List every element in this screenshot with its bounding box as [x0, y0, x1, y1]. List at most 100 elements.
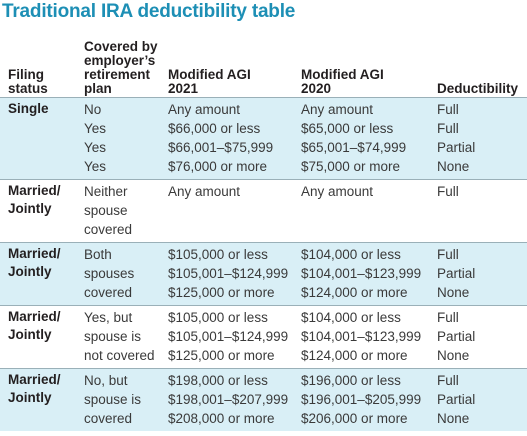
header-row: Filing status Covered by employer’s reti… — [0, 33, 527, 97]
cell-line: Married/ — [8, 245, 61, 261]
cell-line: None — [437, 410, 470, 426]
cell-line: $198,000 or less — [168, 372, 268, 388]
table-title: Traditional IRA deductibility table — [2, 1, 296, 22]
cell-line: $105,001–$124,999 — [168, 328, 289, 344]
cell-line: $105,001–$124,999 — [168, 265, 289, 281]
header-covered-by-plan: Covered by employer’s retirement plan — [80, 33, 166, 97]
covered-cell: No Yes Yes Yes — [80, 97, 166, 179]
header-filing-status: Filing status — [0, 33, 80, 97]
cell-line: not covered — [84, 347, 155, 363]
table-header: Filing status Covered by employer’s reti… — [0, 33, 527, 97]
header-line: Modified AGI — [301, 66, 384, 82]
cell-line: Jointly — [8, 389, 52, 405]
header-line: Deductibility — [437, 80, 519, 96]
header-line: employer’s — [84, 52, 156, 68]
cell-line: $124,000 or more — [301, 284, 408, 300]
header-line: plan — [84, 80, 112, 96]
cell-line: Full — [437, 372, 459, 388]
header-line: status — [8, 80, 48, 96]
header-deductibility: Deductibility — [434, 33, 527, 97]
cell-line: $104,001–$123,999 — [301, 265, 422, 281]
cell-line: Full — [437, 246, 459, 262]
cell-line: $196,000 or less — [301, 372, 401, 388]
agi-2020-cell: Any amount — [299, 179, 434, 242]
header-line: retirement — [84, 66, 151, 82]
cell-line: covered — [84, 410, 133, 426]
agi-2021-cell: $105,000 or less $105,001–$124,999 $125,00… — [166, 305, 299, 368]
cell-line: Full — [437, 120, 459, 136]
table-row: Married/Jointly No, but spouse is covered $1… — [0, 368, 527, 431]
cell-line: $66,001–$75,999 — [168, 139, 274, 155]
cell-line: $198,001–$207,999 — [168, 391, 289, 407]
cell-line: $105,000 or less — [168, 309, 268, 325]
cell-line: Any amount — [168, 101, 241, 117]
cell-line: spouse is — [84, 391, 142, 407]
cell-line: Full — [437, 183, 459, 199]
cell-line: Jointly — [8, 200, 52, 216]
cell-line: $105,000 or less — [168, 246, 268, 262]
header-agi-2020: Modified AGI 2020 — [299, 33, 434, 97]
cell-line: Full — [437, 101, 459, 117]
header-line: Filing — [8, 66, 44, 82]
cell-line: $65,000 or less — [301, 120, 394, 136]
header-line: 2020 — [301, 80, 332, 96]
cell-line: Yes — [84, 120, 107, 136]
cell-line: Jointly — [8, 263, 52, 279]
cell-line: Married/ — [8, 371, 61, 387]
filing-status-cell: Married/Jointly — [0, 368, 80, 431]
deductibility-cell: Full — [434, 179, 527, 242]
cell-line: Partial — [437, 328, 476, 344]
header-agi-2021: Modified AGI 2021 — [166, 33, 299, 97]
agi-2021-cell: Any amount — [166, 179, 299, 242]
cell-line: Both — [84, 246, 112, 262]
cell-line: None — [437, 347, 470, 363]
cell-line: None — [437, 284, 470, 300]
cell-line: $104,001–$123,999 — [301, 328, 422, 344]
cell-line: No — [84, 101, 102, 117]
cell-line: $66,000 or less — [168, 120, 261, 136]
cell-line: $208,000 or more — [168, 410, 275, 426]
agi-2021-cell: Any amount $66,000 or less $66,001–$75,999… — [166, 97, 299, 179]
covered-cell: Yes, but spouse is not covered — [80, 305, 166, 368]
cell-line: $124,000 or more — [301, 347, 408, 363]
cell-line: Neither — [84, 183, 128, 199]
filing-status-cell: Married/Jointly — [0, 305, 80, 368]
cell-line: $65,001–$74,999 — [301, 139, 407, 155]
cell-line: $76,000 or more — [168, 158, 268, 174]
filing-status-cell: Married/Jointly — [0, 179, 80, 242]
agi-2020-cell: $104,000 or less $104,001–$123,999 $124,00… — [299, 305, 434, 368]
cell-line: Single — [8, 100, 49, 116]
deductibility-cell: Full Partial None — [434, 242, 527, 305]
agi-2020-cell: $104,000 or less $104,001–$123,999 $124,00… — [299, 242, 434, 305]
table-row: Married/Jointly Both spouses covered $105,00… — [0, 242, 527, 305]
table-row: Single No Yes Yes Yes Any amount $66,000 or le… — [0, 97, 527, 179]
cell-line: spouse — [84, 202, 128, 218]
deductibility-cell: Full Partial None — [434, 305, 527, 368]
cell-line: $125,000 or more — [168, 284, 275, 300]
header-line: 2021 — [168, 80, 199, 96]
agi-2020-cell: $196,000 or less $196,001–$205,999 $206,00… — [299, 368, 434, 431]
agi-2021-cell: $198,000 or less $198,001–$207,999 $208,00… — [166, 368, 299, 431]
cell-line: Jointly — [8, 326, 52, 342]
cell-line: No, but — [84, 372, 128, 388]
cell-line: covered — [84, 221, 133, 237]
covered-cell: Both spouses covered — [80, 242, 166, 305]
filing-status-cell: Married/Jointly — [0, 242, 80, 305]
header-line: Modified AGI — [168, 66, 251, 82]
table-row: Married/Jointly Yes, but spouse is not cove… — [0, 305, 527, 368]
covered-cell: No, but spouse is covered — [80, 368, 166, 431]
cell-line: spouse is — [84, 328, 142, 344]
cell-line: Partial — [437, 265, 476, 281]
agi-2021-cell: $105,000 or less $105,001–$124,999 $125,00… — [166, 242, 299, 305]
cell-line: $125,000 or more — [168, 347, 275, 363]
cell-line: Any amount — [168, 183, 241, 199]
cell-line: Partial — [437, 139, 476, 155]
cell-line: $104,000 or less — [301, 309, 401, 325]
cell-line: Yes — [84, 139, 107, 155]
cell-line: Married/ — [8, 308, 61, 324]
cell-line: $206,000 or more — [301, 410, 408, 426]
cell-line: $75,000 or more — [301, 158, 401, 174]
cell-line: Any amount — [301, 183, 374, 199]
filing-status-cell: Single — [0, 97, 80, 179]
